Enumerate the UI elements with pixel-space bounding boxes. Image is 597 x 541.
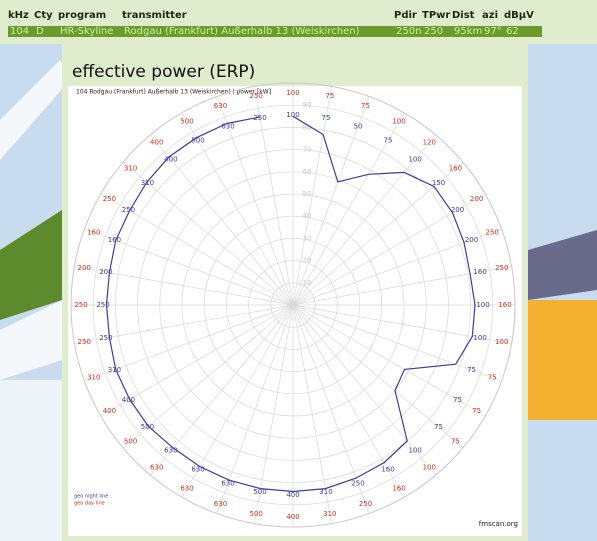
outer-label: 100 — [392, 117, 405, 125]
screenshot: kHzCtyprogramtransmitterPdirTPwrDistazid… — [0, 0, 597, 541]
r-tick-label: 50 — [303, 190, 312, 198]
inner-label: 75 — [322, 114, 331, 122]
outer-label: 200 — [470, 195, 483, 203]
outer-label: 100 — [286, 89, 299, 97]
r-tick-label: 40 — [303, 212, 312, 220]
outer-label: 400 — [150, 139, 163, 147]
inner-label: 160 — [473, 268, 486, 276]
outer-label: 75 — [451, 437, 460, 445]
outer-label: 120 — [423, 139, 436, 147]
inner-label: 100 — [286, 111, 299, 119]
outer-label: 75 — [361, 102, 370, 110]
inner-label: 160 — [108, 236, 121, 244]
outer-label: 160 — [498, 301, 511, 309]
inner-label: 75 — [453, 396, 462, 404]
inner-label: 100 — [408, 155, 421, 163]
outer-label: 400 — [103, 407, 116, 415]
outer-label: 100 — [423, 463, 436, 471]
outer-label: 500 — [124, 437, 137, 445]
outer-label: 100 — [495, 338, 508, 346]
inner-label: 630 — [191, 466, 204, 474]
inner-label: 100 — [408, 447, 421, 455]
legend-entry: geo night line — [74, 494, 108, 500]
outer-label: 630 — [214, 500, 227, 508]
inner-label: 200 — [465, 236, 478, 244]
inner-label: 75 — [434, 423, 443, 431]
outer-label: 250 — [103, 195, 116, 203]
outer-label: 160 — [449, 165, 462, 173]
inner-label: 310 — [108, 366, 121, 374]
inner-label: 400 — [286, 491, 299, 499]
outer-label: 500 — [249, 510, 262, 518]
outer-label: 250 — [486, 228, 499, 236]
outer-label: 500 — [180, 117, 193, 125]
inner-label: 160 — [381, 466, 394, 474]
legend-entry: geo day line — [74, 501, 105, 507]
chart: effective power (ERP) 104 Rodgau (Frankf… — [0, 0, 597, 541]
outer-label: 400 — [286, 513, 299, 521]
r-tick-label: 10 — [303, 279, 312, 287]
inner-label: 50 — [354, 122, 363, 130]
inner-label: 75 — [467, 366, 476, 374]
inner-label: 310 — [141, 179, 154, 187]
inner-label: 630 — [164, 447, 177, 455]
chart-title: effective power (ERP) — [72, 62, 255, 82]
inner-label: 100 — [473, 334, 486, 342]
outer-label: 75 — [325, 92, 334, 100]
outer-label: 310 — [323, 510, 336, 518]
outer-label: 630 — [180, 485, 193, 493]
inner-label: 150 — [432, 179, 445, 187]
outer-label: 250 — [359, 500, 372, 508]
inner-label: 75 — [384, 136, 393, 144]
inner-label: 250 — [351, 480, 364, 488]
outer-label: 310 — [87, 374, 100, 382]
outer-label: 160 — [87, 228, 100, 236]
outer-label: 310 — [124, 165, 137, 173]
outer-label: 250 — [74, 301, 87, 309]
outer-label: 200 — [78, 264, 91, 272]
chart-subtitle: 104 Rodgau (Frankfurt) Außerhalb 13 (Wei… — [76, 89, 271, 96]
inner-label: 100 — [476, 301, 489, 309]
outer-label: 630 — [214, 102, 227, 110]
r-tick-label: 20 — [303, 257, 312, 265]
r-tick-label: 60 — [303, 168, 312, 176]
outer-label: 250 — [495, 264, 508, 272]
outer-label: 250 — [78, 338, 91, 346]
r-tick-label: 30 — [303, 234, 312, 242]
outer-label: 250 — [249, 92, 262, 100]
outer-label: 75 — [472, 407, 481, 415]
source: fmscan.org — [479, 520, 518, 528]
inner-label: 250 — [96, 301, 109, 309]
outer-label: 160 — [392, 485, 405, 493]
outer-label: 75 — [488, 374, 497, 382]
r-tick-label: 90 — [303, 101, 312, 109]
r-tick-label: 70 — [303, 146, 312, 154]
outer-label: 630 — [150, 463, 163, 471]
